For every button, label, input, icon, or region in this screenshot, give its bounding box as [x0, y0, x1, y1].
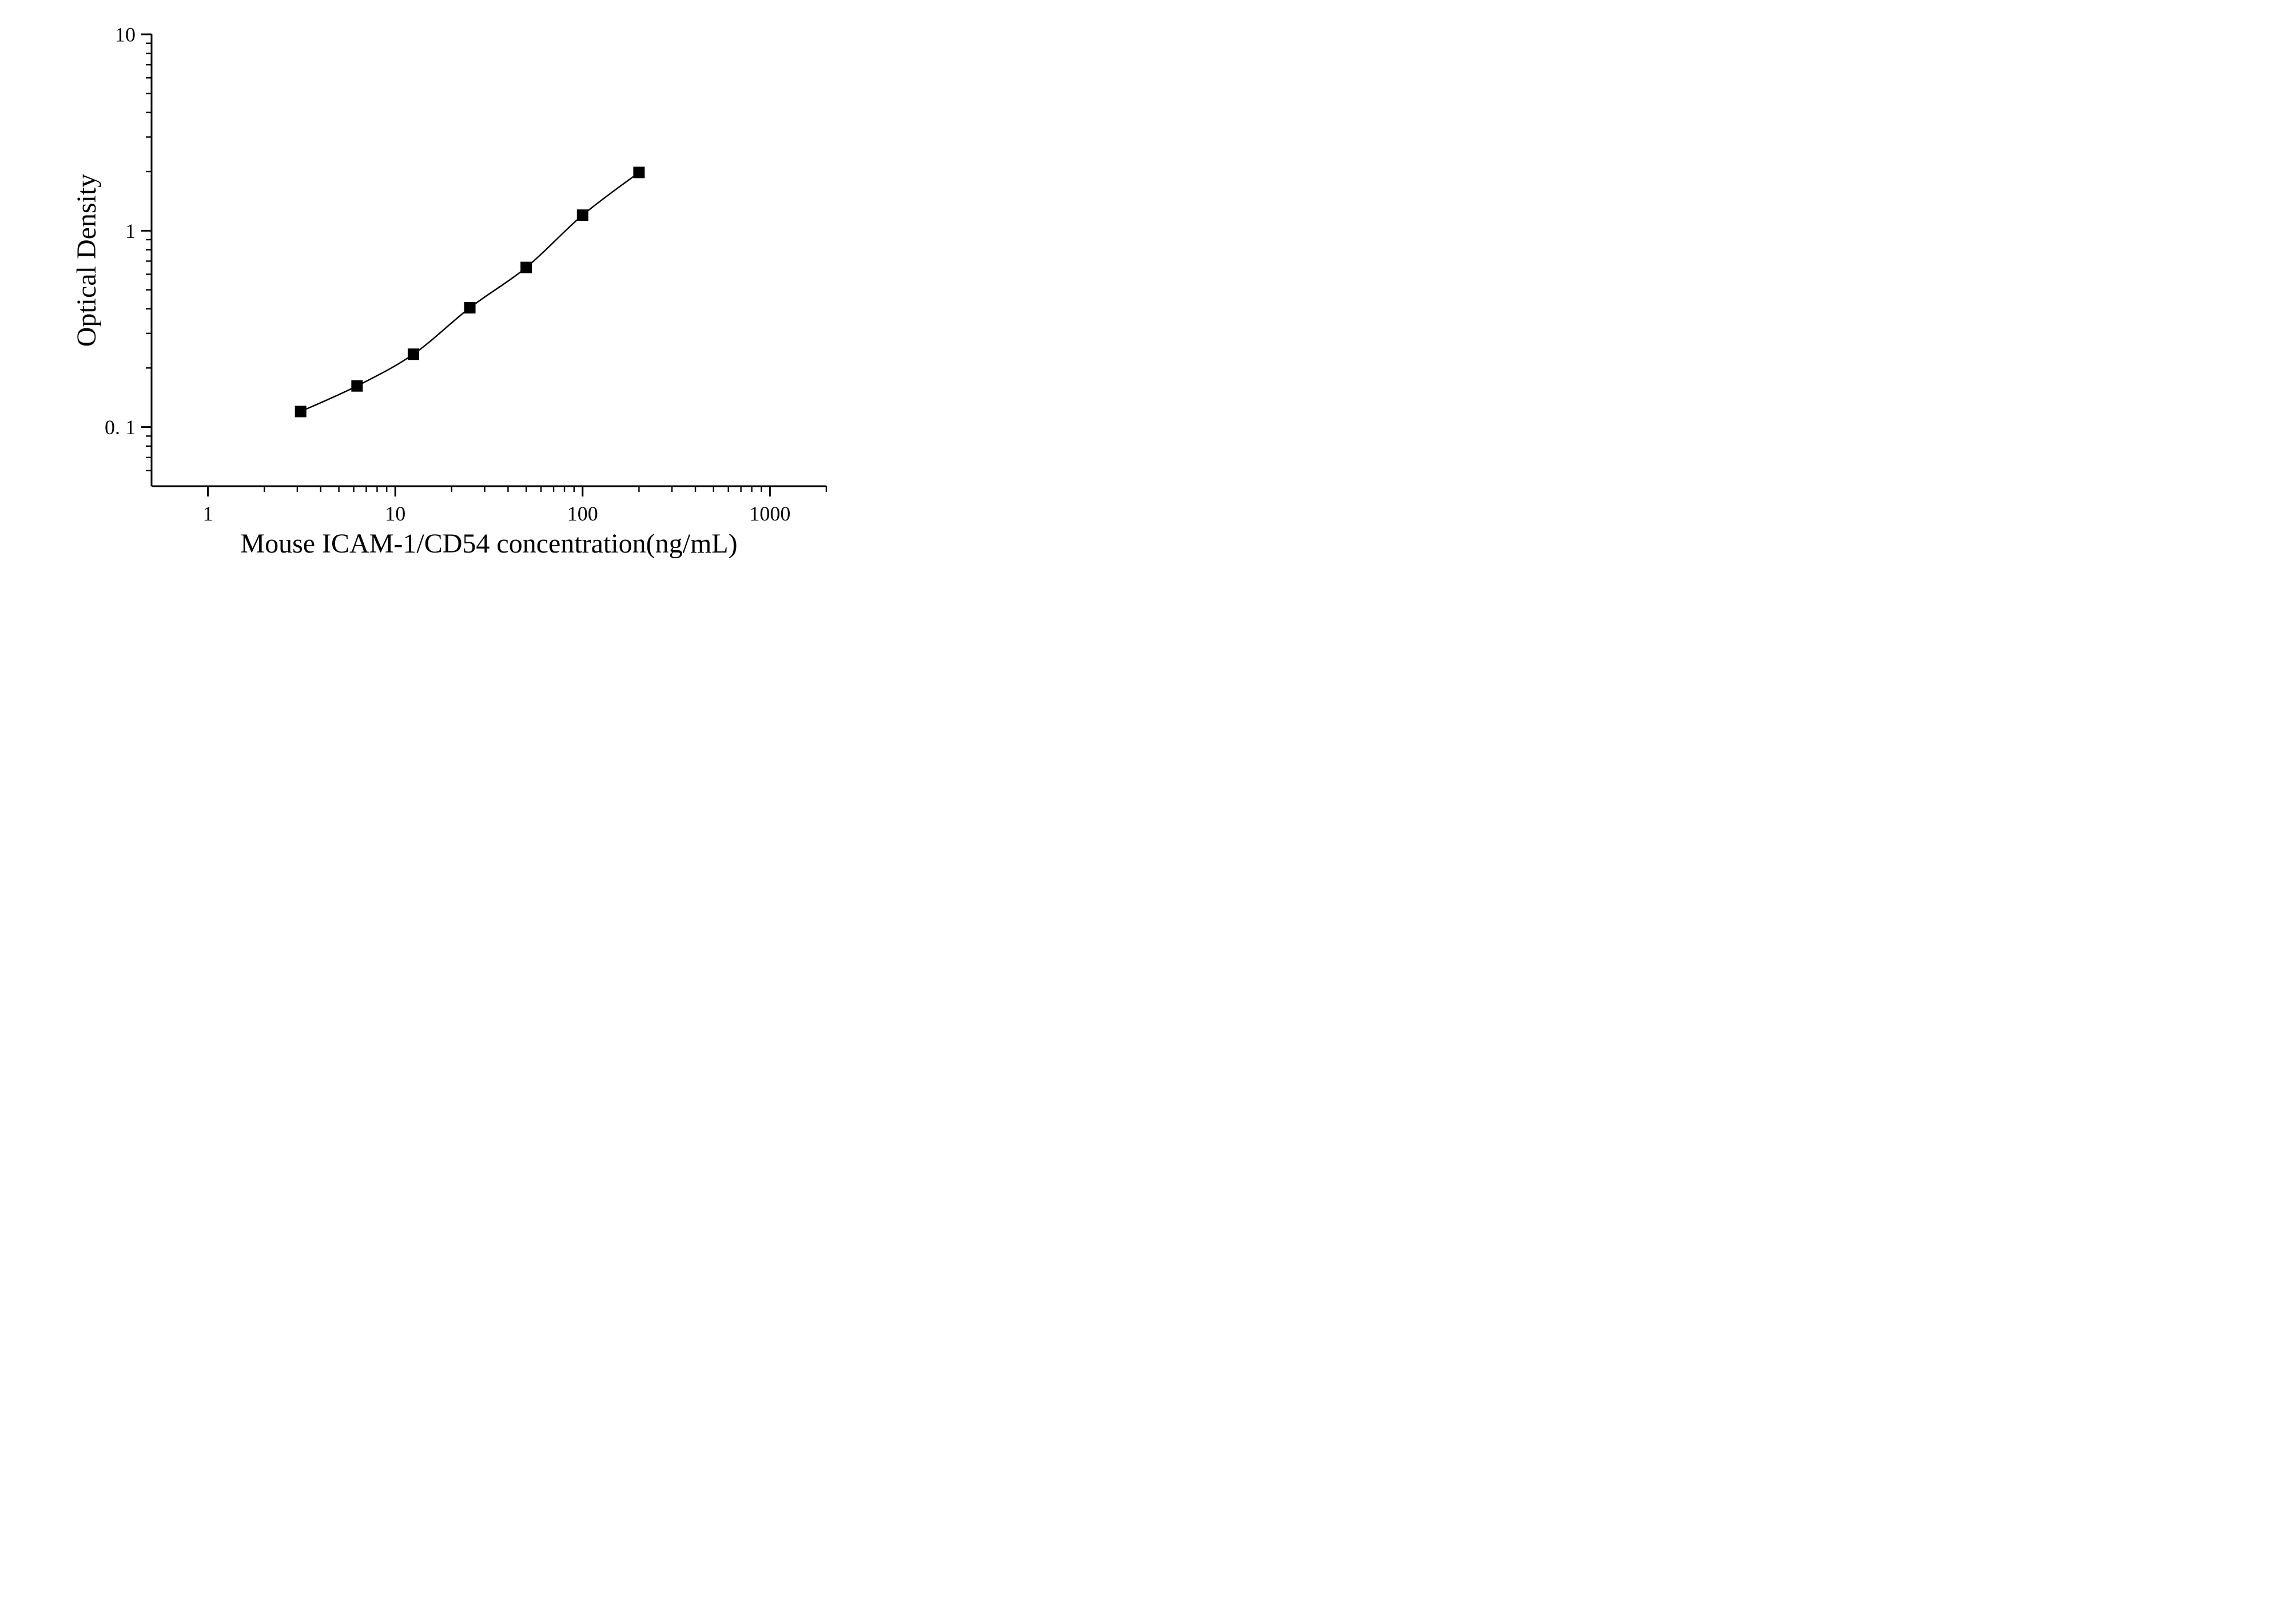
x-tick-label: 10 — [385, 502, 405, 525]
y-tick-label: 1 — [125, 220, 136, 243]
y-tick-label: 10 — [115, 23, 136, 46]
standard-curve-chart: 1 10 100 1000 0. 1 1 10 Mouse ICAM-1/CD54 conce… — [0, 0, 915, 639]
chart-container: 1 10 100 1000 0. 1 1 10 Mouse ICAM-1/CD54 conce… — [0, 0, 915, 639]
data-point-marker — [520, 262, 532, 273]
x-tick-label: 1000 — [749, 502, 790, 525]
data-point-marker — [633, 166, 644, 178]
data-point-marker — [464, 302, 476, 313]
y-axis-label: Optical Density — [71, 174, 102, 347]
x-tick-label: 1 — [203, 502, 213, 525]
data-point-marker — [351, 380, 363, 392]
x-axis-label: Mouse ICAM-1/CD54 concentration(ng/mL) — [240, 529, 737, 559]
data-point-marker — [408, 348, 419, 360]
data-point-marker — [295, 406, 307, 417]
x-tick-label: 100 — [567, 502, 598, 525]
y-tick-label: 0. 1 — [105, 416, 136, 439]
data-point-marker — [577, 209, 588, 221]
